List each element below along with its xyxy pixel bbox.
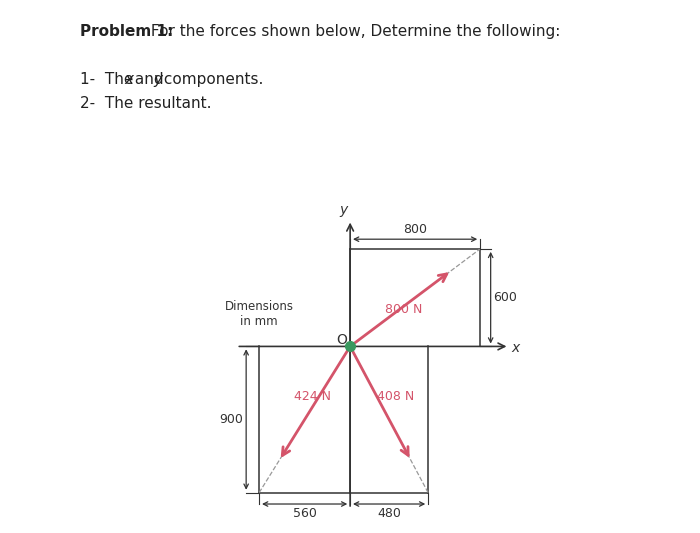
Text: 800: 800 — [403, 223, 427, 236]
Text: O: O — [336, 333, 346, 347]
Text: For the forces shown below, Determine the following:: For the forces shown below, Determine th… — [146, 24, 560, 39]
Text: Problem 1:: Problem 1: — [80, 24, 174, 39]
Text: 1-  The: 1- The — [80, 72, 139, 87]
Text: 2-  The resultant.: 2- The resultant. — [80, 96, 212, 111]
Text: and: and — [130, 72, 169, 87]
Text: Dimensions
in mm: Dimensions in mm — [225, 300, 293, 328]
Text: 408 N: 408 N — [377, 390, 414, 403]
Text: x: x — [512, 341, 520, 356]
Text: components.: components. — [159, 72, 263, 87]
Text: 424 N: 424 N — [294, 390, 331, 403]
Text: 480: 480 — [377, 507, 401, 520]
Text: y: y — [153, 72, 162, 87]
Text: 560: 560 — [293, 507, 316, 520]
Text: 800 N: 800 N — [385, 303, 422, 316]
Text: 600: 600 — [494, 291, 517, 304]
Text: x: x — [125, 72, 134, 87]
Text: y: y — [340, 203, 348, 217]
Text: 900: 900 — [219, 413, 243, 426]
